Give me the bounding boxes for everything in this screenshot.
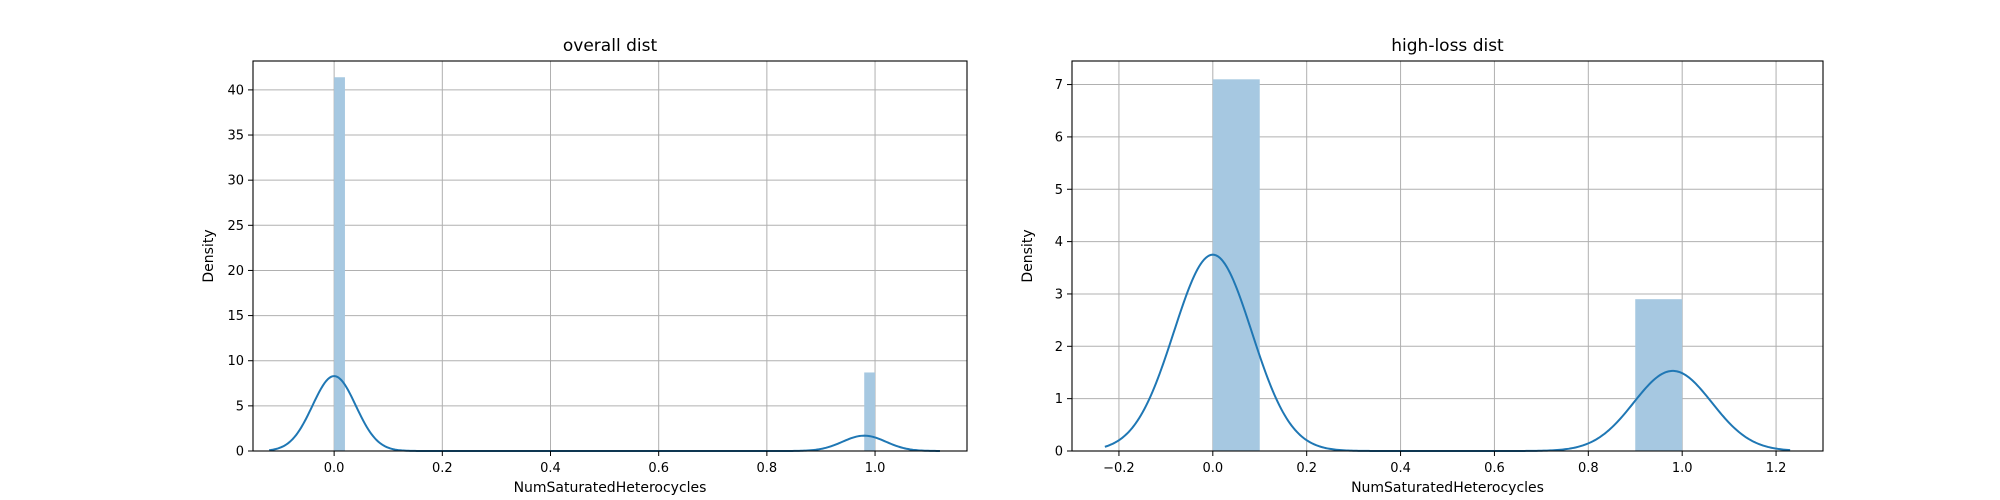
plot-frame xyxy=(1071,60,1824,452)
y-tick-label: 2 xyxy=(1055,340,1063,355)
x-tick-label: −0.2 xyxy=(1103,461,1135,476)
x-tick-label: 0.6 xyxy=(1484,461,1505,476)
x-tick-label: 0.4 xyxy=(1390,461,1411,476)
y-tick-label: 15 xyxy=(227,309,244,324)
y-tick-label: 7 xyxy=(1055,78,1063,93)
chart-title: overall dist xyxy=(563,36,658,56)
kde-line xyxy=(1104,253,1791,452)
chart-overall-dist: 0.0 0.2 0.4 0.6 0.8 1.0 0 5 10 15 20 25 30 35 40 over… xyxy=(201,36,968,496)
histogram-bar xyxy=(864,372,876,451)
y-tick-label: 35 xyxy=(227,129,244,144)
y-tick-label: 20 xyxy=(227,264,244,279)
histogram-bar xyxy=(334,77,345,451)
x-tick-label: 0.0 xyxy=(324,461,345,476)
x-axis-label: NumSaturatedHeterocycles xyxy=(514,480,707,496)
x-tick-label: 0.2 xyxy=(1296,461,1317,476)
chart-high-loss-dist: −0.2 0.0 0.2 0.4 0.6 0.8 1.0 1.2 0 1 2 3 4 5 6 7 high-… xyxy=(1020,36,1824,496)
x-tick-label: 1.2 xyxy=(1766,461,1787,476)
y-tick-label: 3 xyxy=(1055,287,1063,302)
y-tick-label: 1 xyxy=(1055,392,1063,407)
x-tick-label: 1.0 xyxy=(1672,461,1693,476)
y-axis-label: Density xyxy=(201,229,217,282)
y-tick-label: 5 xyxy=(236,399,244,414)
x-tick-label: 0.4 xyxy=(540,461,561,476)
y-tick-label: 30 xyxy=(227,174,244,189)
x-tick-label: 0.0 xyxy=(1202,461,1223,476)
x-tick-label: 0.6 xyxy=(648,461,669,476)
kde-line xyxy=(269,375,940,452)
y-tick-label: 4 xyxy=(1055,235,1063,250)
y-tick-label: 10 xyxy=(227,354,244,369)
y-tick-label: 25 xyxy=(227,219,244,234)
plot-frame xyxy=(252,60,968,452)
y-tick-label: 40 xyxy=(227,83,244,98)
y-axis-label: Density xyxy=(1020,229,1036,282)
y-tick-label: 0 xyxy=(1055,445,1063,460)
x-tick-label: 0.2 xyxy=(432,461,453,476)
histogram-bar xyxy=(1212,79,1260,452)
x-tick-label: 1.0 xyxy=(865,461,886,476)
x-tick-label: 0.8 xyxy=(757,461,778,476)
y-tick-label: 0 xyxy=(236,445,244,460)
x-tick-label: 0.8 xyxy=(1578,461,1599,476)
x-axis-label: NumSaturatedHeterocycles xyxy=(1351,480,1544,496)
chart-title: high-loss dist xyxy=(1391,36,1504,56)
y-tick-label: 5 xyxy=(1055,183,1063,198)
y-tick-label: 6 xyxy=(1055,130,1063,145)
